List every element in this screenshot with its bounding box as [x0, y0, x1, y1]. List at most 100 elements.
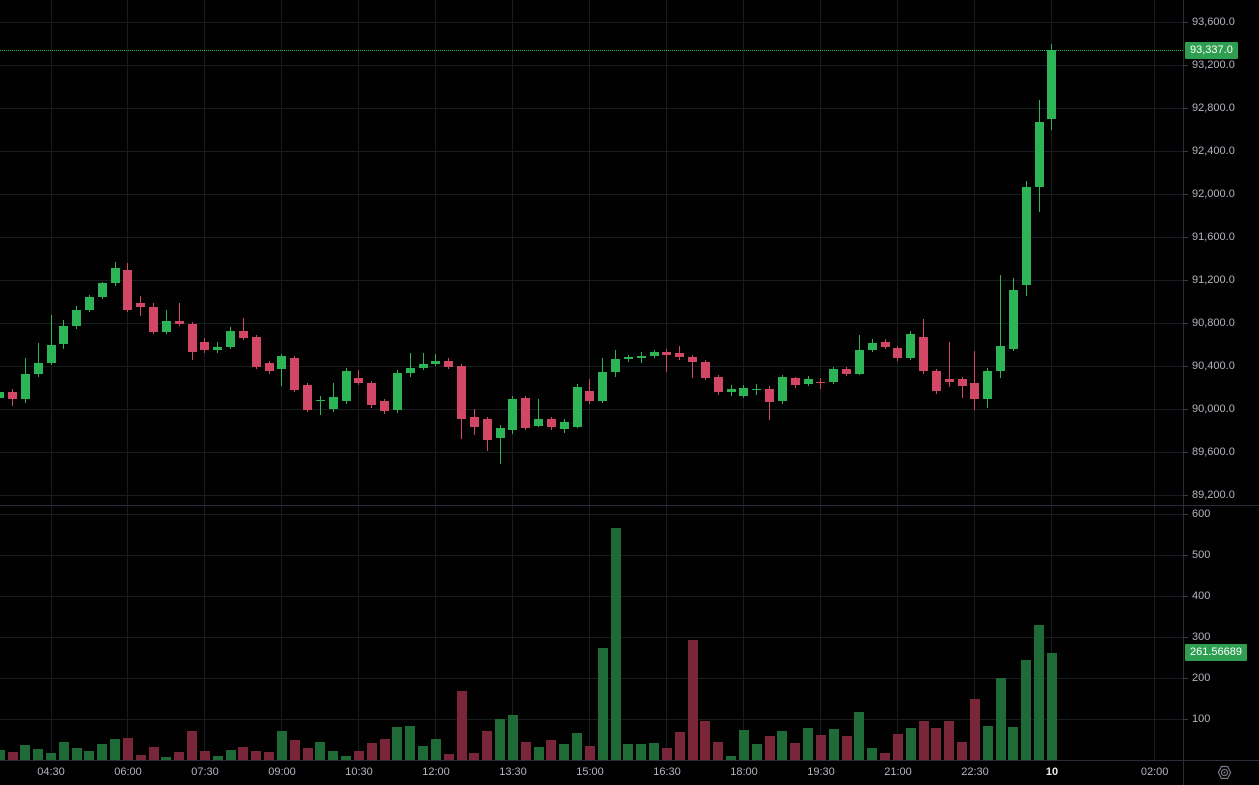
volume-bar — [58, 741, 69, 760]
candle-wick — [1000, 274, 1002, 378]
volume-bar — [649, 742, 660, 760]
volume-bar — [597, 648, 608, 760]
volume-bar — [33, 748, 44, 760]
volume-bar — [1021, 659, 1032, 760]
candle-body — [328, 397, 338, 409]
volume-bar — [405, 725, 416, 760]
volume-bar — [520, 741, 531, 760]
last-price-badge: 93,337.0 — [1185, 42, 1238, 59]
price-gridline — [0, 236, 1183, 238]
candle-body — [469, 416, 479, 428]
time-tick-label: 06:00 — [114, 766, 142, 778]
price-axis-tick — [1183, 279, 1188, 281]
candle-body — [585, 391, 595, 401]
volume-bar — [392, 726, 403, 760]
candle-body — [534, 419, 544, 426]
time-axis-border — [0, 760, 1259, 761]
volume-bar — [482, 730, 493, 760]
candle-body — [636, 356, 646, 359]
time-tick-label: 19:30 — [807, 766, 835, 778]
candle-body — [444, 360, 454, 368]
volume-gridline — [0, 595, 1183, 597]
volume-bar — [636, 744, 647, 760]
candle-body — [174, 320, 184, 325]
volume-axis-tick — [1183, 718, 1188, 720]
volume-bar — [559, 744, 570, 760]
volume-bar — [187, 730, 198, 760]
candle-body — [0, 391, 5, 399]
candle-body — [354, 377, 364, 384]
volume-bar — [969, 698, 980, 760]
volume-bar — [430, 739, 441, 760]
candle-body — [1008, 289, 1018, 349]
candle-body — [187, 324, 197, 352]
candle-body — [200, 342, 210, 351]
time-tick-label: 04:30 — [37, 766, 65, 778]
time-tick-label: 16:30 — [653, 766, 681, 778]
volume-bar — [1046, 652, 1057, 760]
volume-bar — [828, 728, 839, 760]
candle-body — [726, 389, 736, 393]
price-gridline — [0, 193, 1183, 195]
candle-wick — [499, 425, 501, 464]
price-axis-tick — [1183, 365, 1188, 367]
time-tick-label: 02:00 — [1140, 766, 1169, 778]
volume-bar — [867, 747, 878, 760]
volume-axis-tick — [1183, 677, 1188, 679]
volume-bar — [341, 756, 352, 760]
time-tick-label: 22:30 — [961, 766, 989, 778]
candle-wick — [666, 348, 668, 372]
time-gridline — [666, 0, 668, 760]
time-tick-label: 18:00 — [730, 766, 758, 778]
candle-wick — [409, 353, 411, 377]
price-gridline — [0, 150, 1183, 152]
last-volume-badge: 261.56689 — [1185, 644, 1247, 661]
candle-body — [521, 398, 531, 428]
candle-body — [380, 401, 390, 412]
price-tick-label: 92,000.0 — [1192, 187, 1235, 200]
volume-bar — [892, 733, 903, 760]
price-gridline — [0, 21, 1183, 23]
candle-body — [854, 349, 864, 374]
volume-bar — [225, 749, 236, 760]
volume-bar — [84, 751, 95, 760]
candle-body — [944, 378, 954, 383]
candle-wick — [974, 350, 976, 410]
price-gridline — [0, 451, 1183, 453]
volume-bar — [815, 735, 826, 760]
volume-bar — [264, 752, 275, 760]
volume-bar — [0, 749, 5, 760]
candle-body — [572, 386, 582, 427]
timezone-clock-icon[interactable] — [1210, 762, 1238, 782]
time-tick-label: 10 — [1045, 766, 1059, 778]
candle-body — [970, 383, 980, 400]
candle-wick — [769, 386, 771, 420]
price-axis-tick — [1183, 451, 1188, 453]
candle-body — [97, 283, 107, 297]
chart-plot-area[interactable] — [0, 0, 1183, 760]
candle-body — [315, 400, 325, 402]
time-axis[interactable]: 04:30 06:00 07:30 09:00 10:30 12:00 13:30 15:00… — [0, 761, 1183, 785]
candle-body — [559, 421, 569, 430]
volume-tick-label: 100 — [1192, 712, 1211, 725]
candle-wick — [178, 302, 180, 327]
time-gridline — [1051, 0, 1053, 760]
volume-bar — [854, 712, 865, 760]
volume-bar — [995, 677, 1006, 760]
pane-separator[interactable] — [0, 505, 1259, 506]
candle-wick — [435, 353, 437, 366]
volume-gridline — [0, 554, 1183, 556]
price-axis[interactable]: 93,337.0 261.56689 93,600.0 93,200.0 92,80… — [1183, 0, 1259, 760]
volume-bar — [418, 746, 429, 760]
volume-bar — [379, 738, 390, 760]
candle-body — [495, 428, 505, 439]
price-gridline — [0, 322, 1183, 324]
volume-bar — [546, 739, 557, 760]
price-tick-label: 91,600.0 — [1192, 230, 1235, 243]
time-tick-label: 07:30 — [191, 766, 219, 778]
volume-bar — [661, 748, 672, 760]
candle-body — [790, 378, 800, 386]
time-gridline — [50, 0, 52, 760]
candle-body — [700, 361, 710, 378]
candle-wick — [319, 396, 321, 416]
